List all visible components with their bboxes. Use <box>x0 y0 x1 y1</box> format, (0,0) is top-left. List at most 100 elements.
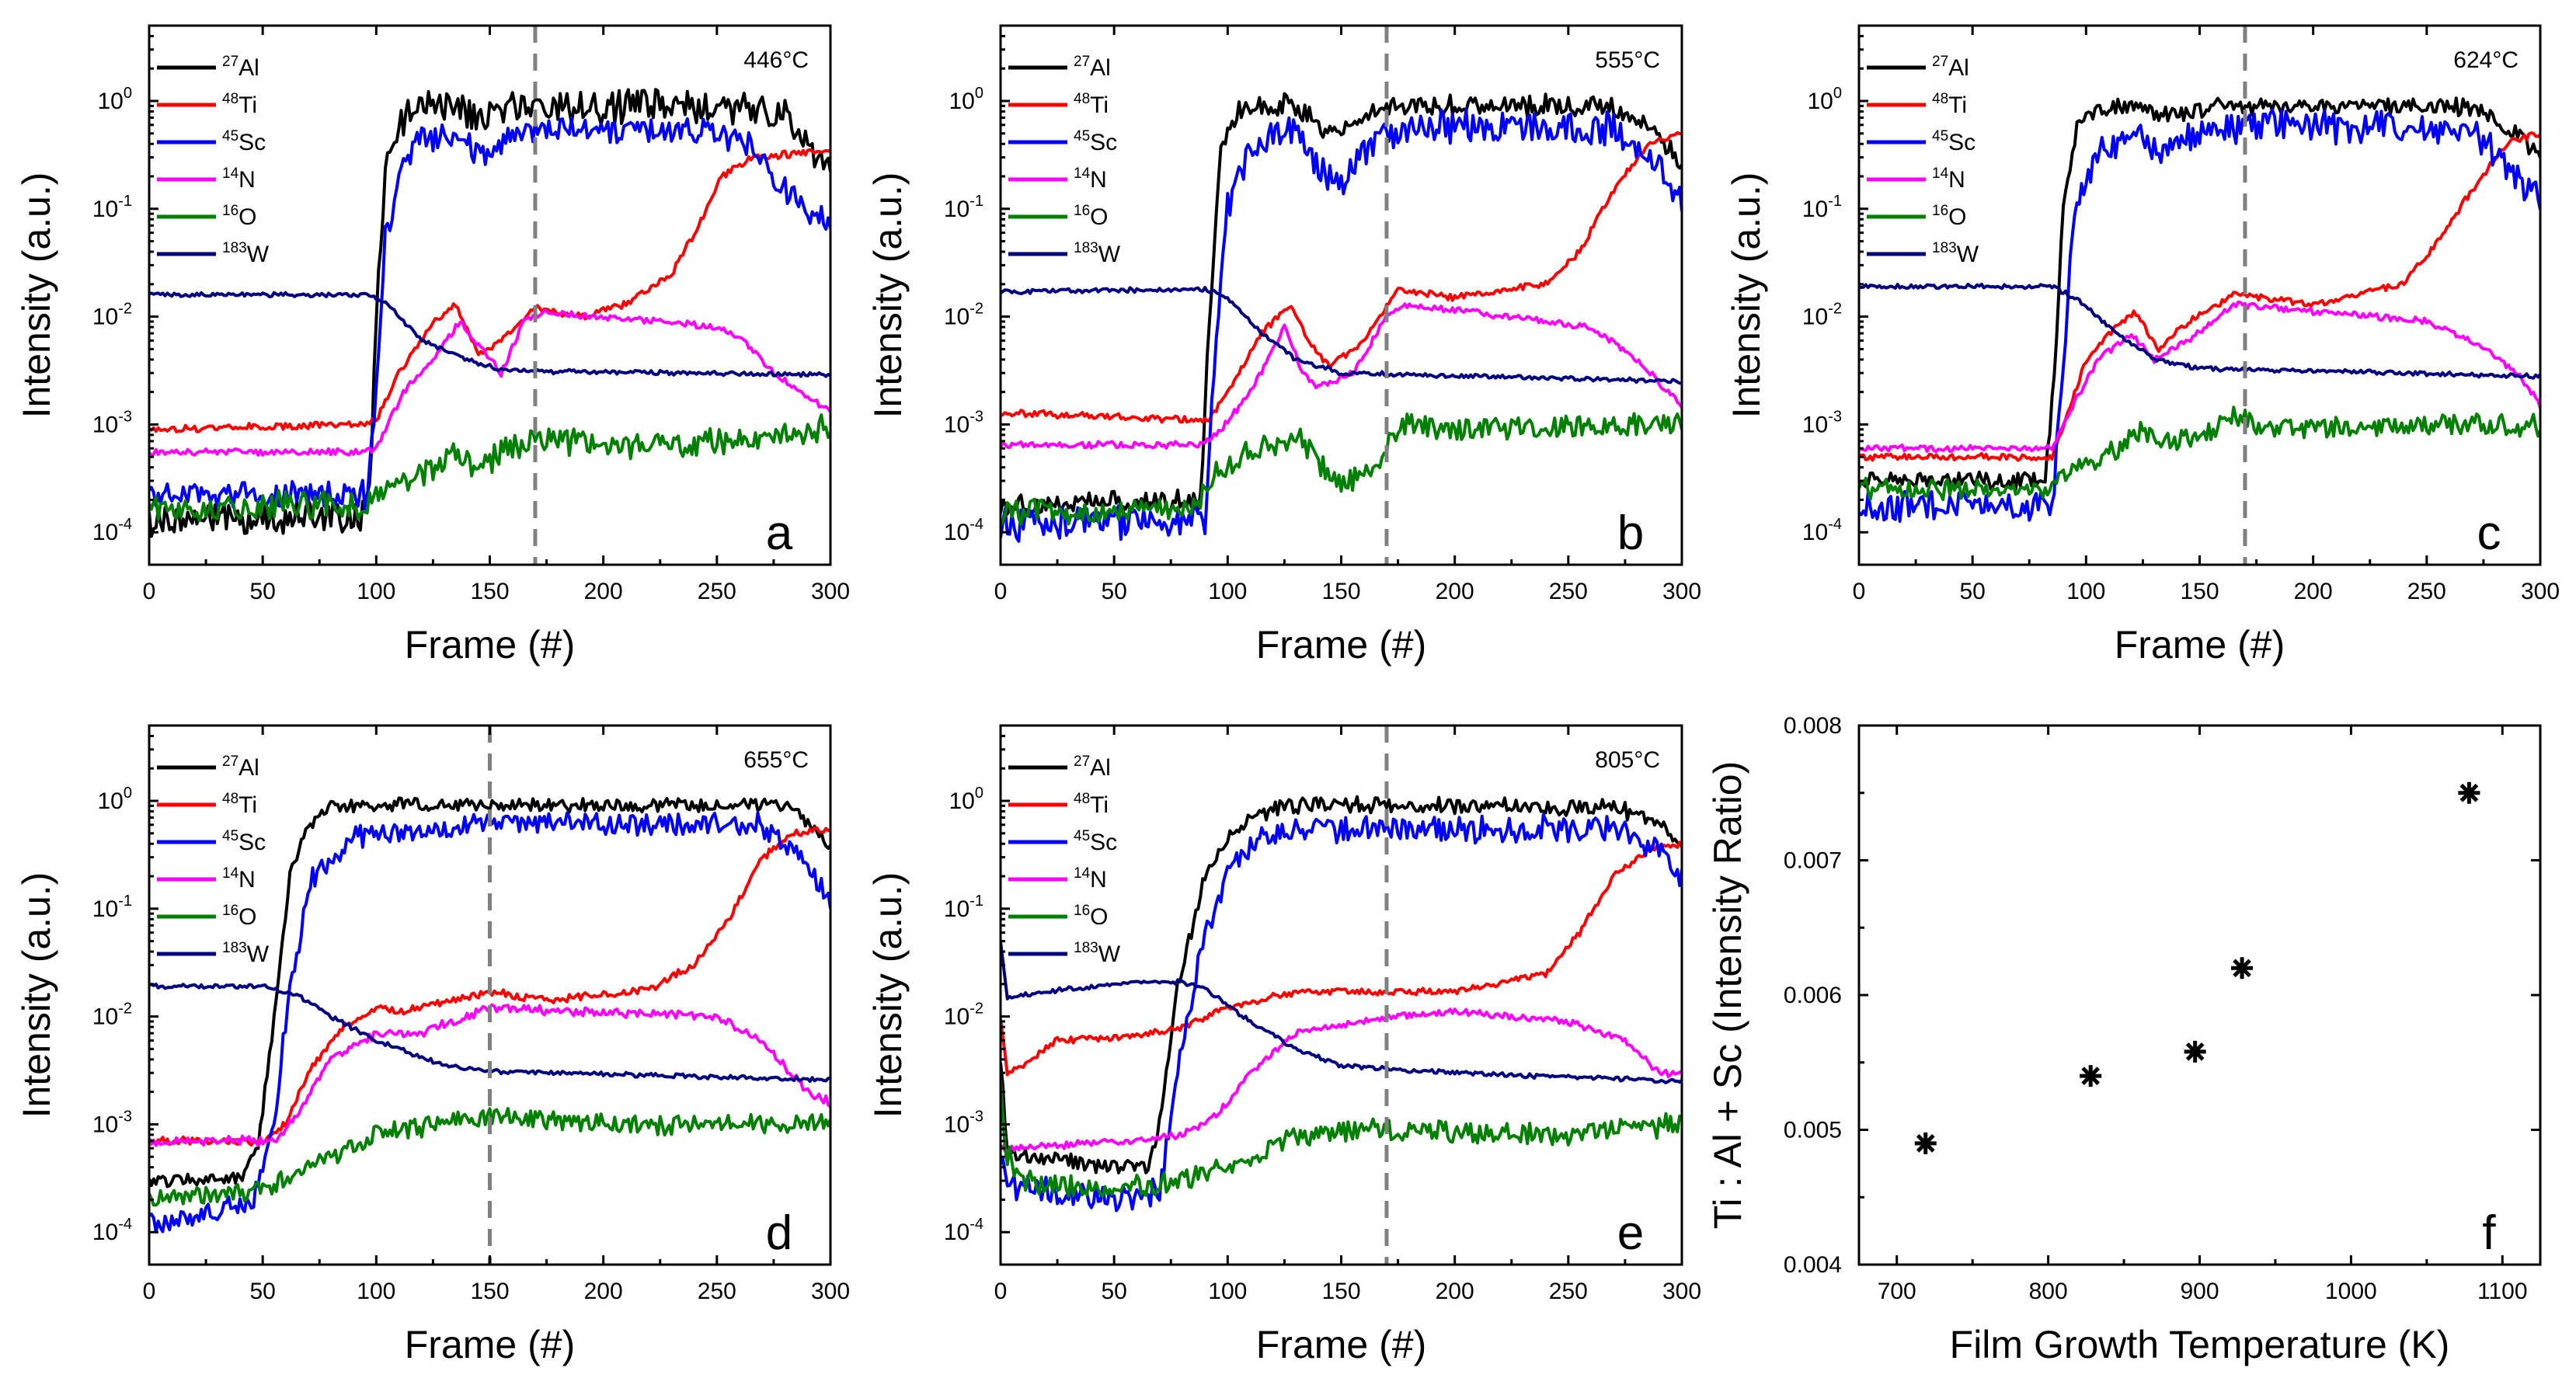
legend-label-w: 183W <box>222 940 270 967</box>
legend-label-o: 16O <box>1932 203 1966 230</box>
series-line-o <box>149 413 830 523</box>
x-tick-label: 250 <box>1549 1279 1588 1304</box>
series-line-ti <box>1859 131 2540 462</box>
x-tick-label: 700 <box>1878 1279 1916 1304</box>
x-tick-label: 300 <box>811 1279 850 1304</box>
legend-label-o: 16O <box>222 903 256 930</box>
x-tick-label: 100 <box>1208 1279 1247 1304</box>
legend-label-w: 183W <box>222 240 270 267</box>
x-tick-label: 250 <box>698 1279 736 1304</box>
series-line-n <box>149 308 830 458</box>
y-tick-label: 10-4 <box>944 1216 983 1245</box>
x-tick-label: 250 <box>1549 579 1588 604</box>
x-tick-label: 50 <box>1101 579 1126 604</box>
series-line-w <box>149 291 830 378</box>
series-line-o <box>1859 405 2540 502</box>
legend-label-ti: 48Ti <box>1932 91 1967 118</box>
series-line-al <box>1859 96 2540 492</box>
series-line-sc <box>1001 108 1682 543</box>
legend-label-al: 27Al <box>1074 753 1111 781</box>
y-tick-label: 100 <box>949 85 984 114</box>
x-tick-label: 250 <box>2407 579 2446 604</box>
y-tick-label: 10-2 <box>92 1000 132 1030</box>
panel-letter: e <box>1617 1206 1644 1260</box>
y-tick-label: 10-1 <box>944 193 983 222</box>
data-point <box>2458 781 2480 804</box>
x-axis-title: Frame (#) <box>1256 623 1426 666</box>
y-tick-label: 0.006 <box>1784 983 1842 1008</box>
y-tick-label: 10-1 <box>1802 193 1842 222</box>
y-axis-title: Intensity (a.u.) <box>15 172 58 419</box>
y-axis-title: Intensity (a.u.) <box>15 872 58 1119</box>
legend-label-o: 16O <box>1074 903 1108 930</box>
y-tick-label: 0.007 <box>1784 848 1842 874</box>
legend-label-w: 183W <box>1074 240 1121 267</box>
series-line-n <box>1001 1007 1682 1153</box>
x-tick-label: 800 <box>2029 1279 2068 1304</box>
x-tick-label: 200 <box>2294 579 2333 604</box>
panel-d: 0 50 100 150 200 250 300 10-4 10-3 10-2 10-1 100 Fra… <box>15 724 850 1366</box>
data-point <box>1914 1132 1937 1154</box>
y-tick-label: 10-2 <box>1802 301 1842 330</box>
x-tick-label: 1000 <box>2325 1279 2377 1304</box>
x-tick-label: 200 <box>584 579 623 604</box>
x-axis-title: Frame (#) <box>405 623 575 666</box>
y-tick-label: 100 <box>1808 85 1843 114</box>
x-tick-label: 300 <box>811 579 850 604</box>
legend-label-al: 27Al <box>1074 54 1111 81</box>
y-axis-title: Intensity (a.u.) <box>866 872 910 1119</box>
x-tick-label: 0 <box>994 579 1008 604</box>
legend-label-n: 14N <box>222 165 256 193</box>
x-tick-label: 50 <box>1101 1279 1126 1304</box>
y-tick-label: 10-4 <box>92 1216 132 1245</box>
y-tick-label: 10-2 <box>92 301 132 330</box>
x-tick-label: 100 <box>1208 579 1247 604</box>
series-line-ti <box>1001 840 1682 1077</box>
x-tick-label: 150 <box>470 1279 509 1304</box>
y-tick-label: 0.004 <box>1784 1252 1842 1278</box>
panel-f: 700 800 900 1000 1100 0.004 0.005 0.006 0.007 0.0… <box>1706 713 2542 1366</box>
y-tick-label: 10-3 <box>1802 408 1842 437</box>
temperature-label: 446°C <box>743 47 809 73</box>
x-tick-label: 200 <box>584 1279 623 1304</box>
x-tick-label: 50 <box>1959 579 1985 604</box>
data-point <box>2184 1040 2206 1063</box>
y-tick-label: 100 <box>949 785 984 814</box>
series-line-o <box>1001 1079 1682 1198</box>
y-tick-label: 10-2 <box>944 1000 983 1030</box>
legend-label-n: 14N <box>1074 165 1107 193</box>
series-line-ti <box>1001 130 1682 424</box>
y-tick-label: 10-3 <box>944 408 983 437</box>
panel-letter: d <box>766 1206 792 1260</box>
x-tick-label: 300 <box>1662 1279 1701 1304</box>
data-point <box>2080 1065 2102 1088</box>
series-line-ti <box>149 148 830 433</box>
y-tick-label: 10-3 <box>92 1108 132 1137</box>
y-tick-label: 10-1 <box>944 893 983 922</box>
y-tick-label: 10-3 <box>92 408 132 437</box>
legend-label-sc: 45Sc <box>1074 128 1117 155</box>
panel-a: 0 50 100 150 200 250 300 10-4 10-3 10-2 10-1 100 Fra… <box>15 24 850 666</box>
legend-label-sc: 45Sc <box>222 128 266 155</box>
data-point <box>2231 957 2254 980</box>
legend-label-w: 183W <box>1932 240 1979 267</box>
y-axis-title: Intensity (a.u.) <box>866 172 910 419</box>
legend-label-ti: 48Ti <box>1074 791 1109 818</box>
y-tick-label: 10-4 <box>1802 516 1842 545</box>
x-tick-label: 200 <box>1436 1279 1474 1304</box>
x-tick-label: 150 <box>470 579 509 604</box>
y-tick-label: 0.005 <box>1784 1118 1842 1143</box>
x-tick-label: 100 <box>357 579 395 604</box>
series-line-al <box>1001 92 1682 516</box>
panel-c: 0 50 100 150 200 250 300 10-4 10-3 10-2 10-1 100 Fra… <box>1725 24 2560 666</box>
x-tick-label: 150 <box>1321 579 1360 604</box>
panel-b: 0 50 100 150 200 250 300 10-4 10-3 10-2 10-1 100 Fra… <box>866 24 1701 666</box>
series-line-sc <box>1001 813 1682 1213</box>
series-line-sc <box>1859 108 2540 524</box>
y-tick-label: 100 <box>98 785 133 814</box>
y-tick-label: 0.008 <box>1784 713 1842 739</box>
x-tick-label: 0 <box>994 1279 1008 1304</box>
series-line-w <box>1859 283 2540 380</box>
x-tick-label: 150 <box>2180 579 2219 604</box>
legend-label-al: 27Al <box>222 54 259 81</box>
